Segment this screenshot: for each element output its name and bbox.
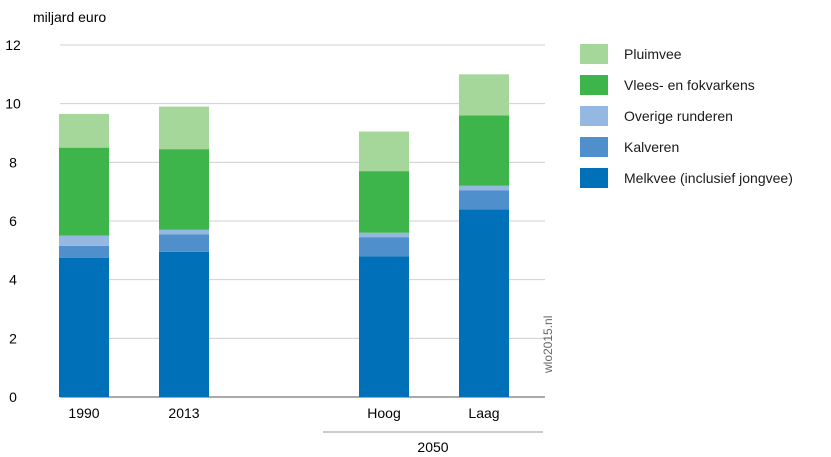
x-tick-label: 1990	[68, 405, 99, 421]
legend-swatch	[580, 136, 608, 157]
legend-item: Kalveren	[580, 131, 793, 162]
bar-segment	[459, 190, 509, 210]
y-tick-label: 6	[9, 213, 17, 229]
legend-swatch	[580, 74, 608, 95]
legend-item: Pluimvee	[580, 38, 793, 69]
group-label: 2050	[417, 439, 448, 455]
legend-label: Kalveren	[624, 138, 680, 155]
bar-segment	[359, 237, 409, 257]
bar-segment	[159, 149, 209, 230]
y-axis-label: miljard euro	[33, 9, 106, 25]
bar-segment	[459, 74, 509, 116]
y-tick-label: 4	[9, 272, 17, 288]
y-tick-label: 8	[9, 154, 17, 170]
bar-segment	[59, 235, 109, 246]
legend-label: Pluimvee	[624, 45, 682, 62]
bar-segment	[59, 245, 109, 258]
legend-item: Overige runderen	[580, 100, 793, 131]
bar-segment	[459, 115, 509, 186]
bar-segment	[159, 106, 209, 150]
source-note: wlo2015.nl	[541, 316, 555, 374]
bar-segment	[459, 185, 509, 191]
bar-segment	[159, 234, 209, 252]
bar-segment	[459, 209, 509, 397]
x-tick-label: 2013	[168, 405, 199, 421]
legend-swatch	[580, 167, 608, 188]
bar-segment	[359, 171, 409, 233]
bar-segment	[359, 232, 409, 238]
legend-swatch	[580, 43, 608, 64]
x-tick-label: Hoog	[367, 405, 400, 421]
x-tick-labels: 1990 2013 Hoog Laag	[68, 405, 499, 421]
bar-segment	[359, 256, 409, 397]
y-tick-label: 10	[5, 96, 21, 112]
legend-label: Overige runderen	[624, 107, 733, 124]
y-tick-labels: 0 2 4 6 8 10 12	[5, 37, 21, 405]
bar-segment	[159, 229, 209, 235]
legend-label: Melkvee (inclusief jongvee)	[624, 169, 793, 186]
bar-segment	[59, 257, 109, 397]
bar-segment	[159, 251, 209, 397]
y-tick-label: 2	[9, 330, 17, 346]
legend: Pluimvee Vlees- en fokvarkens Overige rund…	[580, 38, 793, 193]
y-tick-label: 0	[9, 389, 17, 405]
legend-item: Melkvee (inclusief jongvee)	[580, 162, 793, 193]
bar-segment	[59, 147, 109, 236]
y-tick-label: 12	[5, 37, 21, 53]
legend-item: Vlees- en fokvarkens	[580, 69, 793, 100]
x-tick-label: Laag	[468, 405, 499, 421]
legend-label: Vlees- en fokvarkens	[624, 76, 755, 93]
bar-segment	[59, 113, 109, 148]
bar-segment	[359, 131, 409, 172]
bars	[59, 74, 509, 397]
legend-swatch	[580, 105, 608, 126]
